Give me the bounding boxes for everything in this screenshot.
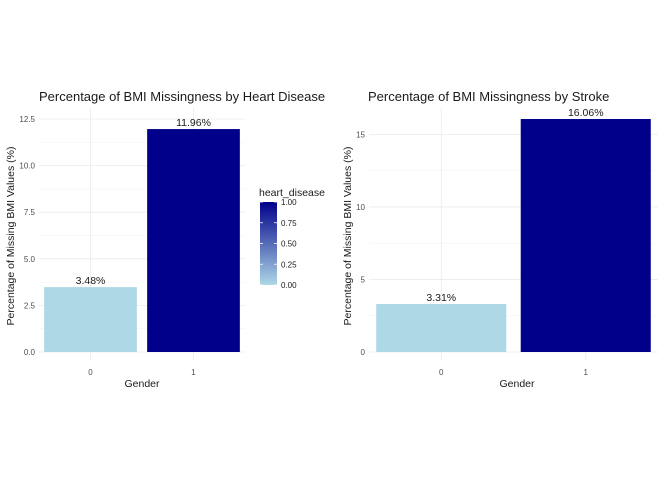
y-tick-label: 10 <box>356 203 365 212</box>
x-tick-label: 1 <box>584 368 589 377</box>
y-tick-label: 2.5 <box>24 301 36 310</box>
legend-tick-label: 0.75 <box>281 219 297 228</box>
y-tick-labels: 0.0 2.5 5.0 7.5 10.0 12.5 <box>19 115 35 357</box>
data-labels: 3.31% 16.06% <box>426 107 603 304</box>
bars <box>376 119 651 352</box>
bar-value-label: 11.96% <box>176 117 211 129</box>
x-axis-title: Gender <box>124 378 160 390</box>
bars <box>44 129 240 352</box>
y-tick-label: 12.5 <box>19 115 35 124</box>
bar-1 <box>147 129 240 352</box>
legend-tick-label: 0.25 <box>281 260 297 269</box>
x-tick-label: 0 <box>439 368 444 377</box>
y-tick-label: 0 <box>361 348 366 357</box>
legend: heart_disease 0.00 0.25 0.50 0.75 1.00 <box>259 187 325 290</box>
y-tick-label: 5 <box>361 275 366 284</box>
data-labels: 3.48% 11.96% <box>76 117 211 287</box>
chart-title: Percentage of BMI Missingness by Stroke <box>368 89 609 104</box>
legend-tick-label: 1.00 <box>281 198 297 207</box>
bar-1 <box>520 119 651 352</box>
legend-tick-label: 0.00 <box>281 281 297 290</box>
x-tick-label: 0 <box>88 368 93 377</box>
y-tick-label: 15 <box>356 130 365 139</box>
bar-value-label: 3.48% <box>76 275 106 287</box>
y-tick-label: 0.0 <box>24 348 36 357</box>
x-axis-title: Gender <box>499 378 535 390</box>
y-tick-label: 10.0 <box>19 162 35 171</box>
legend-colorbar <box>260 202 277 285</box>
y-tick-label: 5.0 <box>24 255 36 264</box>
chart-title: Percentage of BMI Missingness by Heart D… <box>39 89 325 104</box>
y-tick-label: 7.5 <box>24 208 36 217</box>
chart-heart-disease: Percentage of BMI Missingness by Heart D… <box>5 89 325 390</box>
bar-value-label: 3.31% <box>426 292 456 304</box>
bar-0 <box>376 303 507 352</box>
legend-title: heart_disease <box>259 187 325 199</box>
legend-tick-labels: 0.00 0.25 0.50 0.75 1.00 <box>260 198 297 290</box>
y-axis-title: Percentage of Missing BMI Values (%) <box>342 147 354 326</box>
bar-value-label: 16.06% <box>568 107 604 119</box>
bar-0 <box>44 287 137 352</box>
y-axis-title: Percentage of Missing BMI Values (%) <box>5 147 17 326</box>
chart-stroke: Percentage of BMI Missingness by Stroke … <box>342 89 658 390</box>
x-tick-label: 1 <box>191 368 196 377</box>
y-tick-labels: 0 5 10 15 <box>356 130 365 357</box>
legend-tick-label: 0.50 <box>281 240 297 249</box>
